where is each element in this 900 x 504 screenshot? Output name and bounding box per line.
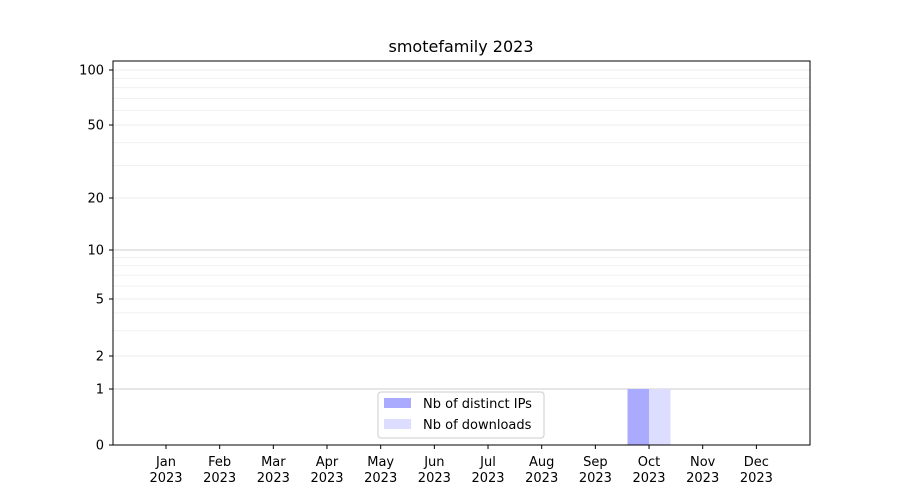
legend-label: Nb of distinct IPs [423,397,532,412]
y-tick-label: 10 [87,244,104,259]
y-tick-label: 0 [96,439,104,454]
x-tick-label: Jun 2023 [418,455,451,486]
legend-swatch [384,419,411,429]
legend-swatch [384,398,411,408]
y-tick-label: 1 [96,383,104,398]
y-tick-label: 100 [79,64,104,79]
x-tick-label: May 2023 [364,455,397,486]
bar-downloads [649,389,671,445]
chart-title: smotefamily 2023 [388,37,533,56]
x-tick-label: Nov 2023 [686,455,719,486]
x-tick-label: Sep 2023 [579,455,612,486]
y-tick-label: 2 [96,350,104,365]
y-tick-label: 5 [96,293,104,308]
legend-box [377,391,545,439]
x-tick-label: Feb 2023 [203,455,236,486]
x-tick-label: Aug 2023 [525,455,558,486]
x-tick-label: Mar 2023 [257,455,290,486]
x-tick-label: Oct 2023 [632,455,665,486]
x-tick-label: Jul 2023 [471,455,504,486]
bar-distinct-ips [627,389,650,445]
x-tick-label: Apr 2023 [310,455,343,486]
plot-frame [112,60,811,446]
legend: Nb of distinct IPs Nb of downloads [377,391,545,439]
legend-label: Nb of downloads [423,418,532,433]
x-tick-label: Jan 2023 [149,455,182,486]
y-tick-label: 50 [87,119,104,134]
x-tick-label: Dec 2023 [740,455,773,486]
y-tick-label: 20 [87,192,104,207]
